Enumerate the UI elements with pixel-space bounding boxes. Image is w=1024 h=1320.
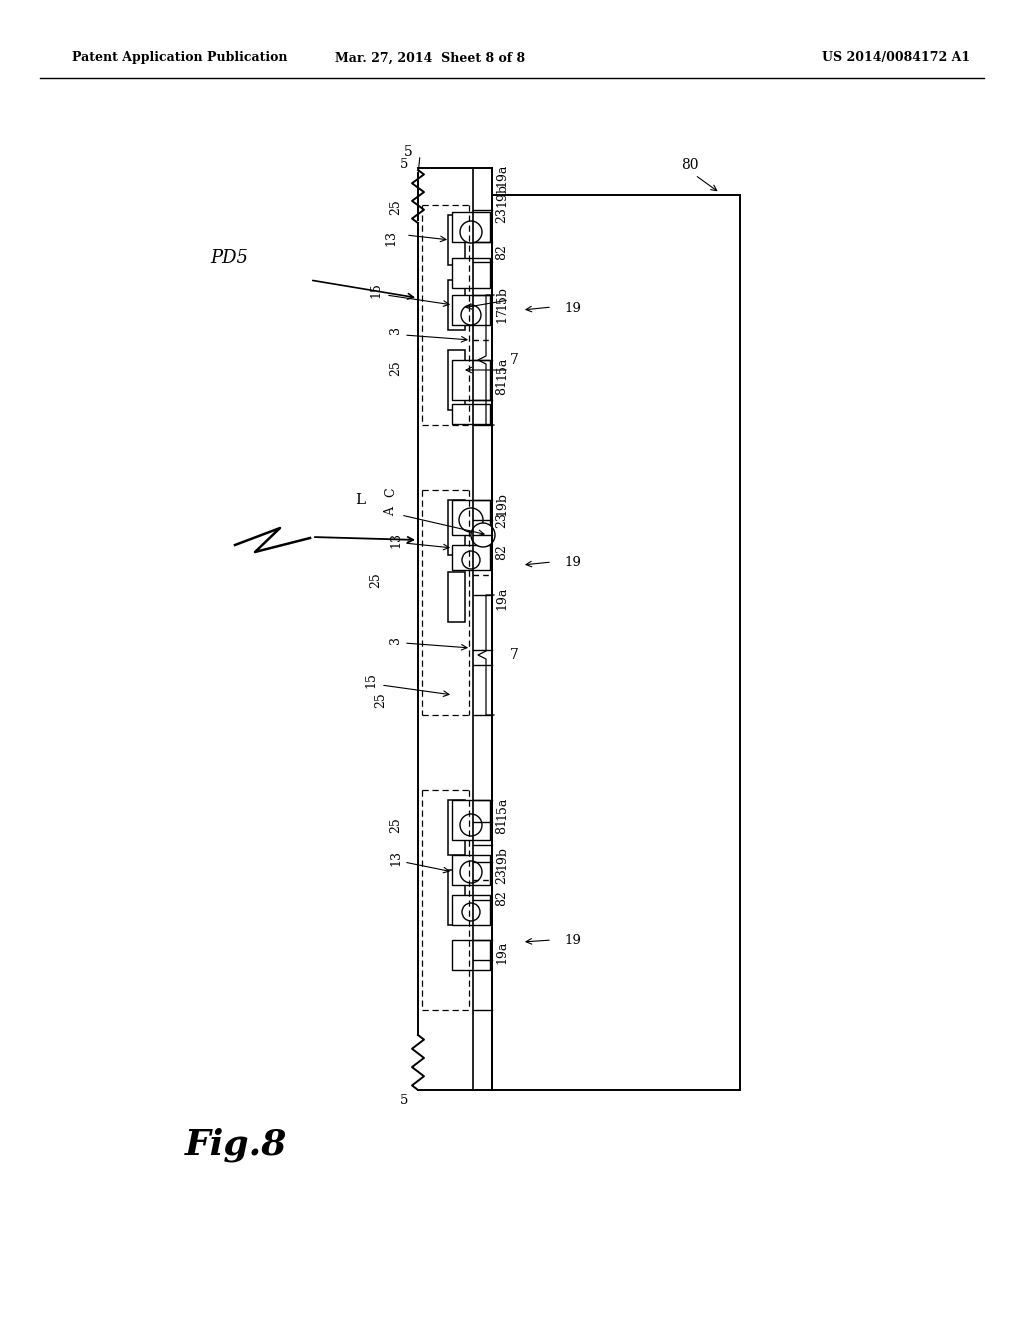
- Text: 81: 81: [496, 818, 509, 834]
- Text: US 2014/0084172 A1: US 2014/0084172 A1: [822, 51, 970, 65]
- Text: Fig.8: Fig.8: [185, 1127, 288, 1162]
- Text: 15: 15: [370, 282, 383, 298]
- Circle shape: [471, 523, 495, 546]
- Circle shape: [461, 305, 481, 325]
- Bar: [452, 404, 490, 424]
- Bar: [449, 280, 465, 330]
- Text: 15b: 15b: [496, 286, 509, 310]
- Text: 82: 82: [496, 244, 509, 260]
- Text: 13: 13: [389, 850, 402, 866]
- Text: 15: 15: [365, 672, 378, 688]
- Text: 17: 17: [496, 308, 509, 323]
- Text: Patent Application Publication: Patent Application Publication: [72, 51, 288, 65]
- Bar: [449, 870, 465, 925]
- Text: 19b: 19b: [496, 846, 509, 870]
- Bar: [449, 350, 465, 411]
- Text: 19: 19: [564, 301, 581, 314]
- Text: 19: 19: [564, 557, 581, 569]
- Text: 19a: 19a: [496, 940, 509, 964]
- Bar: [492, 195, 740, 1090]
- Bar: [452, 940, 490, 970]
- Bar: [452, 294, 490, 325]
- Text: 15a: 15a: [496, 796, 509, 820]
- Bar: [449, 215, 465, 265]
- Text: 5: 5: [399, 1093, 408, 1106]
- Text: A: A: [384, 507, 397, 516]
- Text: 82: 82: [496, 544, 509, 560]
- Text: 19a: 19a: [496, 164, 509, 186]
- Circle shape: [462, 903, 480, 921]
- Circle shape: [462, 550, 480, 569]
- Text: 3: 3: [389, 636, 402, 644]
- Text: 25: 25: [389, 360, 402, 376]
- Text: 3: 3: [389, 326, 402, 334]
- Bar: [452, 360, 490, 400]
- Circle shape: [459, 508, 483, 532]
- Text: 19a: 19a: [496, 586, 509, 610]
- Bar: [452, 855, 490, 884]
- Bar: [452, 545, 490, 570]
- Text: 80: 80: [681, 158, 698, 172]
- Text: 23: 23: [496, 869, 509, 884]
- Bar: [449, 800, 465, 855]
- Bar: [452, 213, 490, 242]
- Text: 25: 25: [389, 199, 402, 215]
- Text: 25: 25: [375, 692, 387, 708]
- Text: 25: 25: [389, 817, 402, 833]
- Text: 25: 25: [370, 572, 383, 587]
- Text: 81: 81: [496, 379, 509, 395]
- Text: 19: 19: [564, 933, 581, 946]
- Text: 5: 5: [399, 158, 408, 172]
- Text: 5: 5: [404, 145, 413, 158]
- Text: 7: 7: [510, 648, 518, 663]
- Bar: [452, 257, 490, 288]
- Text: L: L: [355, 492, 366, 507]
- Text: 15a: 15a: [496, 356, 509, 380]
- Circle shape: [460, 861, 482, 883]
- Text: 13: 13: [384, 230, 397, 246]
- Text: 7: 7: [510, 352, 518, 367]
- Text: 19b: 19b: [496, 492, 509, 516]
- Text: PD5: PD5: [210, 249, 248, 267]
- Bar: [452, 895, 490, 925]
- Text: 82: 82: [496, 890, 509, 906]
- Text: 23: 23: [496, 207, 509, 223]
- Text: Mar. 27, 2014  Sheet 8 of 8: Mar. 27, 2014 Sheet 8 of 8: [335, 51, 525, 65]
- Bar: [452, 500, 490, 535]
- Text: 13: 13: [389, 532, 402, 548]
- Bar: [449, 572, 465, 622]
- Circle shape: [460, 814, 482, 836]
- Text: C: C: [384, 487, 397, 496]
- Text: 19b: 19b: [496, 183, 509, 207]
- Circle shape: [460, 220, 482, 243]
- Text: 23: 23: [496, 512, 509, 528]
- Bar: [452, 800, 490, 840]
- Bar: [449, 500, 465, 554]
